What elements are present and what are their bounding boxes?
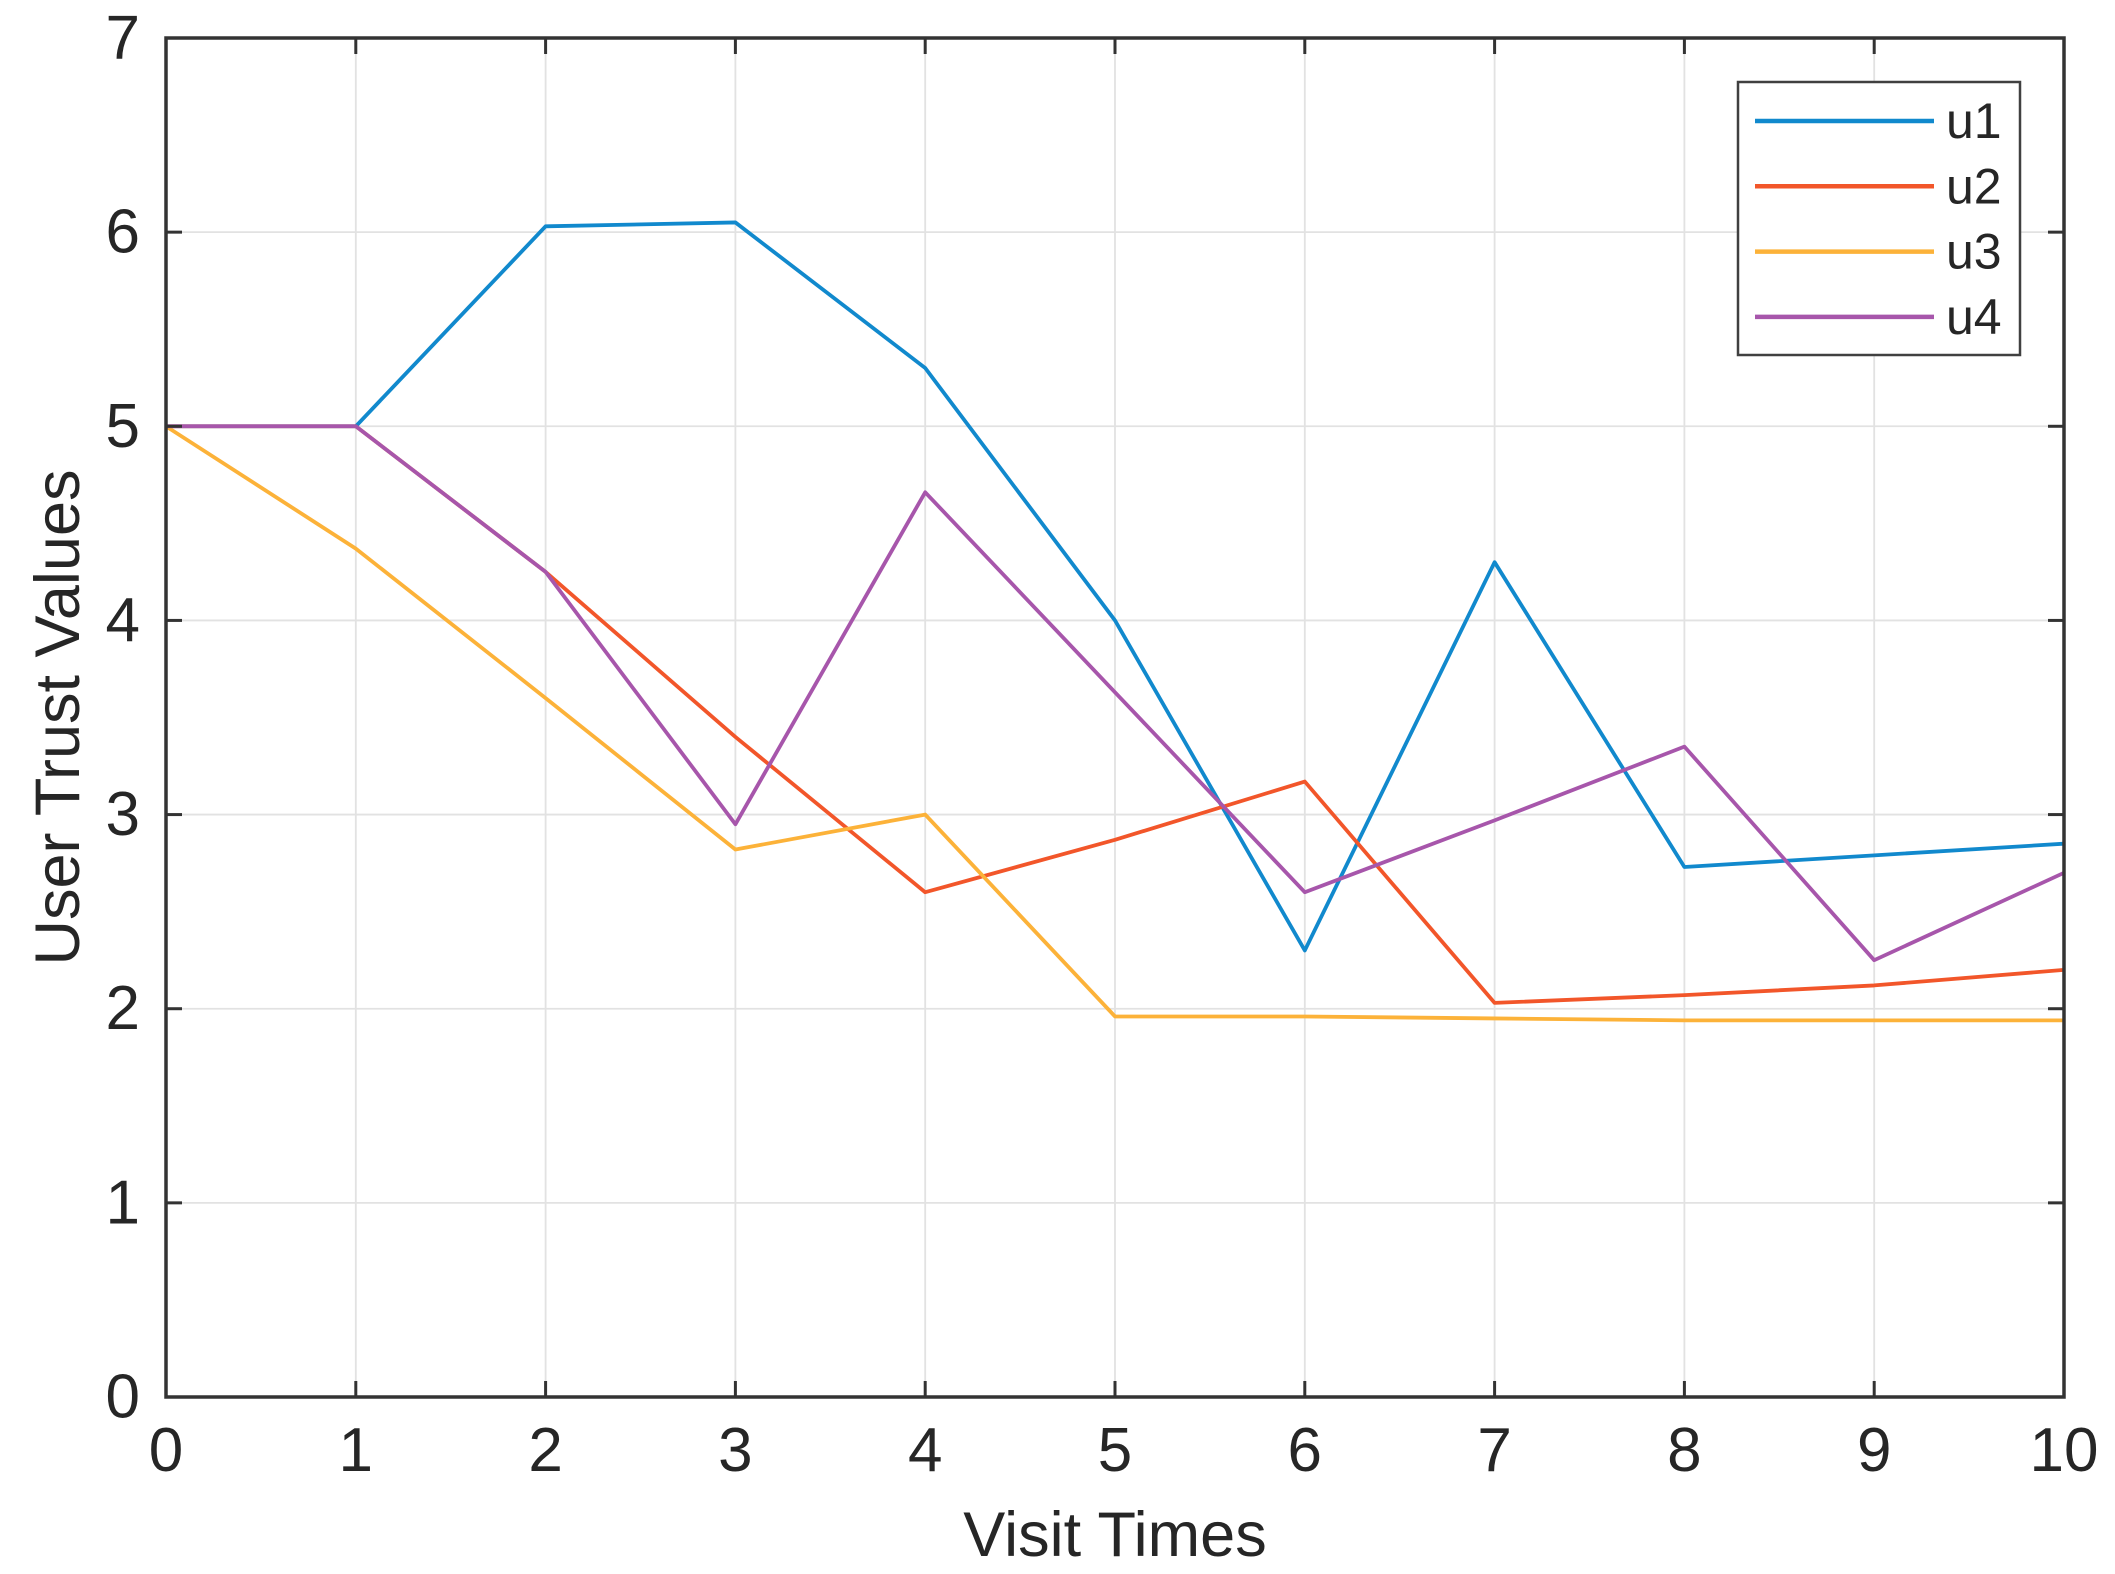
y-tick-label: 0: [106, 1363, 140, 1432]
x-axis-label: Visit Times: [963, 1500, 1266, 1570]
legend-label-u3: u3: [1946, 224, 2002, 280]
legend-item-u1: u1: [1755, 93, 2002, 149]
legend-label-u1: u1: [1946, 93, 2002, 149]
x-tick-label: 10: [2030, 1416, 2099, 1485]
legend-label-u2: u2: [1946, 158, 2002, 214]
y-tick-label: 6: [106, 198, 140, 267]
x-tick-label: 9: [1857, 1416, 1891, 1485]
y-tick-label: 3: [106, 780, 140, 849]
series-line-u1: [166, 220, 2065, 953]
y-tick-label: 1: [106, 1168, 140, 1237]
x-tick-label: 1: [339, 1416, 373, 1485]
series-line-u3: [164, 424, 2064, 1023]
x-tick-label: 4: [908, 1416, 942, 1485]
y-tick-labels: 0 1 2 3 4 5 6 7: [106, 4, 140, 1432]
series-line-u4: [166, 424, 2065, 963]
legend-item-u3: u3: [1755, 224, 2002, 280]
x-tick-labels: 0 1 2 3 4 5 6 7 8 9 10: [149, 1416, 2099, 1485]
x-tick-label: 7: [1477, 1416, 1511, 1485]
y-axis-label: User Trust Values: [23, 469, 93, 965]
y-tick-label: 2: [106, 974, 140, 1043]
series-lines: [164, 220, 2065, 1023]
x-tick-label: 2: [528, 1416, 562, 1485]
legend-box: [1736, 80, 2022, 357]
plot-border: [164, 36, 2066, 1399]
legend-item-u2: u2: [1755, 158, 2002, 214]
axis-ticks: [164, 36, 2066, 1399]
y-tick-label: 4: [106, 586, 140, 655]
x-tick-label: 6: [1288, 1416, 1322, 1485]
y-tick-label: 7: [106, 4, 140, 73]
legend-label-u4: u4: [1946, 289, 2002, 345]
legend-items: u1 u2 u3 u4: [1755, 93, 2002, 345]
x-tick-label: 8: [1667, 1416, 1701, 1485]
legend: u1 u2 u3 u4: [1736, 80, 2022, 357]
x-tick-label: 0: [149, 1416, 183, 1485]
x-tick-label: 3: [718, 1416, 752, 1485]
x-tick-label: 5: [1098, 1416, 1132, 1485]
y-tick-label: 5: [106, 392, 140, 461]
legend-item-u4: u4: [1755, 289, 2002, 345]
